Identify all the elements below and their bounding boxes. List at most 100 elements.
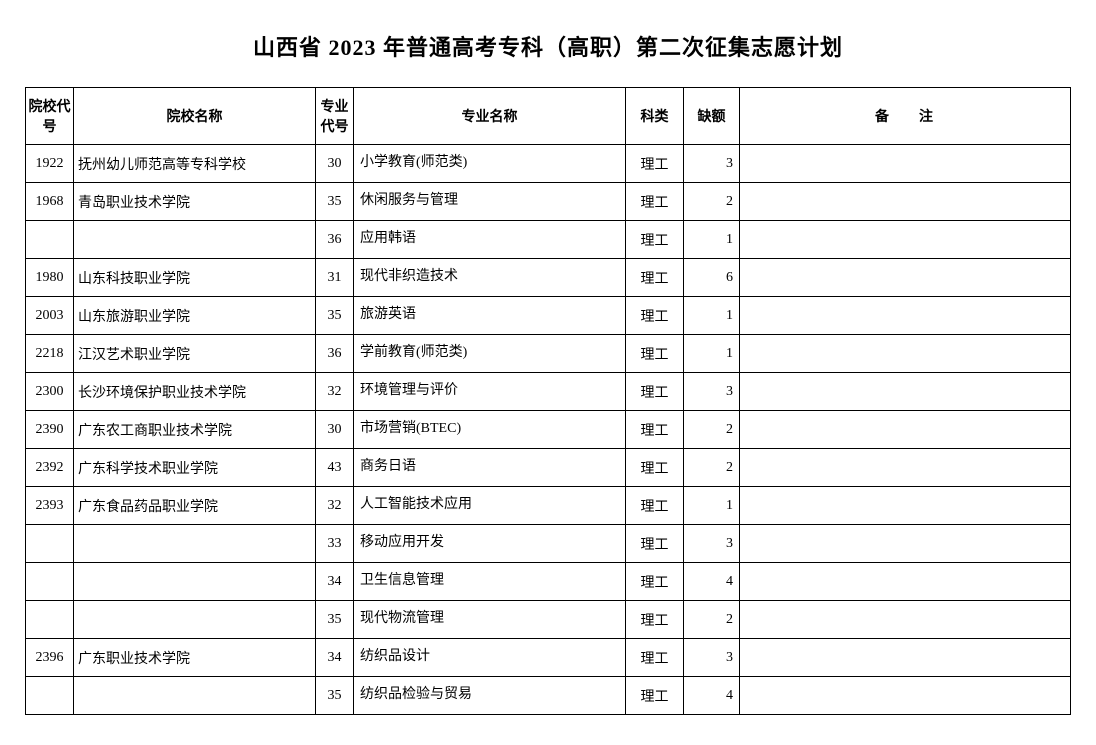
header-remark: 备注 bbox=[740, 88, 1071, 145]
cell-school-name: 山东旅游职业学院 bbox=[74, 297, 316, 335]
cell-major-name: 现代物流管理 bbox=[354, 601, 626, 639]
table-row: 2392广东科学技术职业学院43商务日语理工2 bbox=[26, 449, 1071, 487]
cell-school-code: 2390 bbox=[26, 411, 74, 449]
cell-major-name: 纺织品检验与贸易 bbox=[354, 677, 626, 715]
cell-vacancy: 1 bbox=[684, 487, 740, 525]
cell-category: 理工 bbox=[626, 487, 684, 525]
cell-vacancy: 4 bbox=[684, 563, 740, 601]
cell-major-code: 33 bbox=[316, 525, 354, 563]
table-row: 1922抚州幼儿师范高等专科学校30小学教育(师范类)理工3 bbox=[26, 145, 1071, 183]
cell-major-name: 休闲服务与管理 bbox=[354, 183, 626, 221]
table-row: 2003山东旅游职业学院35旅游英语理工1 bbox=[26, 297, 1071, 335]
cell-remark bbox=[740, 525, 1071, 563]
cell-category: 理工 bbox=[626, 259, 684, 297]
cell-category: 理工 bbox=[626, 639, 684, 677]
cell-remark bbox=[740, 601, 1071, 639]
cell-remark bbox=[740, 487, 1071, 525]
cell-category: 理工 bbox=[626, 411, 684, 449]
cell-major-code: 36 bbox=[316, 221, 354, 259]
cell-school-code: 2218 bbox=[26, 335, 74, 373]
table-row: 2218江汉艺术职业学院36学前教育(师范类)理工1 bbox=[26, 335, 1071, 373]
cell-major-name: 小学教育(师范类) bbox=[354, 145, 626, 183]
cell-vacancy: 1 bbox=[684, 335, 740, 373]
cell-category: 理工 bbox=[626, 183, 684, 221]
cell-remark bbox=[740, 677, 1071, 715]
cell-remark bbox=[740, 639, 1071, 677]
cell-category: 理工 bbox=[626, 601, 684, 639]
header-major-code: 专业代号 bbox=[316, 88, 354, 145]
cell-school-code bbox=[26, 601, 74, 639]
cell-category: 理工 bbox=[626, 525, 684, 563]
cell-vacancy: 3 bbox=[684, 145, 740, 183]
cell-major-name: 市场营销(BTEC) bbox=[354, 411, 626, 449]
table-row: 36应用韩语理工1 bbox=[26, 221, 1071, 259]
header-major-name: 专业名称 bbox=[354, 88, 626, 145]
table-row: 2390广东农工商职业技术学院30市场营销(BTEC)理工2 bbox=[26, 411, 1071, 449]
cell-vacancy: 3 bbox=[684, 525, 740, 563]
cell-major-name: 应用韩语 bbox=[354, 221, 626, 259]
cell-vacancy: 2 bbox=[684, 449, 740, 487]
cell-school-name: 山东科技职业学院 bbox=[74, 259, 316, 297]
cell-major-name: 环境管理与评价 bbox=[354, 373, 626, 411]
cell-school-name bbox=[74, 677, 316, 715]
cell-category: 理工 bbox=[626, 221, 684, 259]
cell-school-name: 广东科学技术职业学院 bbox=[74, 449, 316, 487]
cell-remark bbox=[740, 335, 1071, 373]
cell-vacancy: 2 bbox=[684, 183, 740, 221]
cell-major-code: 32 bbox=[316, 373, 354, 411]
cell-major-code: 35 bbox=[316, 183, 354, 221]
cell-major-code: 36 bbox=[316, 335, 354, 373]
cell-major-code: 34 bbox=[316, 639, 354, 677]
table-row: 35纺织品检验与贸易理工4 bbox=[26, 677, 1071, 715]
cell-vacancy: 4 bbox=[684, 677, 740, 715]
cell-major-code: 34 bbox=[316, 563, 354, 601]
cell-school-code: 2003 bbox=[26, 297, 74, 335]
cell-major-name: 学前教育(师范类) bbox=[354, 335, 626, 373]
cell-school-name: 抚州幼儿师范高等专科学校 bbox=[74, 145, 316, 183]
cell-school-name bbox=[74, 563, 316, 601]
cell-remark bbox=[740, 221, 1071, 259]
header-school-code: 院校代号 bbox=[26, 88, 74, 145]
table-row: 2300长沙环境保护职业技术学院32环境管理与评价理工3 bbox=[26, 373, 1071, 411]
header-school-name: 院校名称 bbox=[74, 88, 316, 145]
cell-vacancy: 6 bbox=[684, 259, 740, 297]
cell-school-code bbox=[26, 525, 74, 563]
cell-major-name: 商务日语 bbox=[354, 449, 626, 487]
cell-remark bbox=[740, 259, 1071, 297]
table-header-row: 院校代号 院校名称 专业代号 专业名称 科类 缺额 备注 bbox=[26, 88, 1071, 145]
cell-school-code: 2392 bbox=[26, 449, 74, 487]
cell-remark bbox=[740, 411, 1071, 449]
cell-major-name: 旅游英语 bbox=[354, 297, 626, 335]
cell-school-name: 长沙环境保护职业技术学院 bbox=[74, 373, 316, 411]
table-row: 33移动应用开发理工3 bbox=[26, 525, 1071, 563]
cell-major-code: 35 bbox=[316, 297, 354, 335]
table-row: 2393广东食品药品职业学院32人工智能技术应用理工1 bbox=[26, 487, 1071, 525]
cell-major-code: 35 bbox=[316, 601, 354, 639]
cell-remark bbox=[740, 449, 1071, 487]
cell-category: 理工 bbox=[626, 449, 684, 487]
cell-school-name: 广东食品药品职业学院 bbox=[74, 487, 316, 525]
cell-school-name bbox=[74, 221, 316, 259]
cell-school-code bbox=[26, 563, 74, 601]
header-vacancy: 缺额 bbox=[684, 88, 740, 145]
cell-major-code: 32 bbox=[316, 487, 354, 525]
cell-category: 理工 bbox=[626, 373, 684, 411]
table-row: 2396广东职业技术学院34纺织品设计理工3 bbox=[26, 639, 1071, 677]
cell-category: 理工 bbox=[626, 145, 684, 183]
enrollment-plan-table: 院校代号 院校名称 专业代号 专业名称 科类 缺额 备注 1922抚州幼儿师范高… bbox=[25, 87, 1071, 715]
cell-school-code bbox=[26, 221, 74, 259]
cell-school-name: 江汉艺术职业学院 bbox=[74, 335, 316, 373]
cell-school-code: 1968 bbox=[26, 183, 74, 221]
cell-major-name: 纺织品设计 bbox=[354, 639, 626, 677]
cell-major-code: 30 bbox=[316, 411, 354, 449]
cell-vacancy: 3 bbox=[684, 639, 740, 677]
cell-vacancy: 1 bbox=[684, 221, 740, 259]
cell-school-code: 2396 bbox=[26, 639, 74, 677]
cell-category: 理工 bbox=[626, 563, 684, 601]
cell-school-name bbox=[74, 525, 316, 563]
cell-category: 理工 bbox=[626, 297, 684, 335]
cell-remark bbox=[740, 563, 1071, 601]
cell-school-code: 1922 bbox=[26, 145, 74, 183]
cell-major-code: 35 bbox=[316, 677, 354, 715]
cell-school-name: 青岛职业技术学院 bbox=[74, 183, 316, 221]
